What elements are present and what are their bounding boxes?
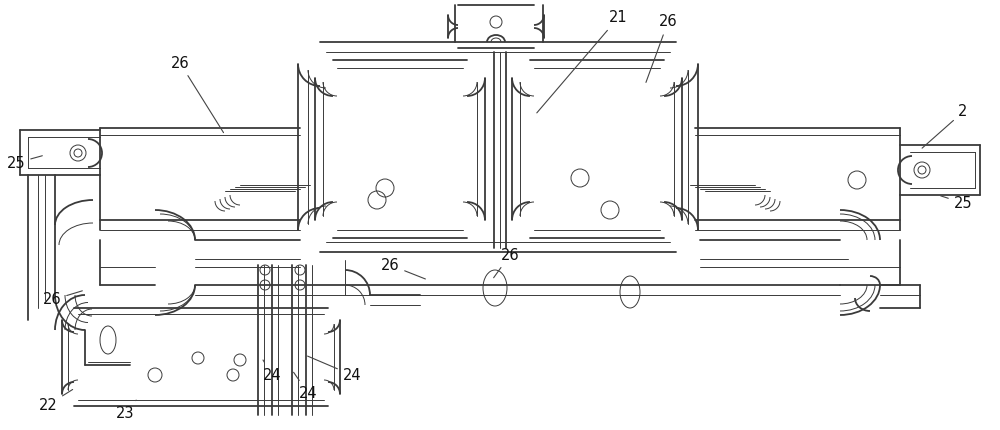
Text: 25: 25 xyxy=(7,156,42,171)
Text: 25: 25 xyxy=(941,196,972,211)
Text: 24: 24 xyxy=(263,360,281,383)
Text: 21: 21 xyxy=(537,10,627,113)
Text: 22: 22 xyxy=(39,390,73,412)
Text: 26: 26 xyxy=(381,258,425,279)
Text: 26: 26 xyxy=(43,291,82,307)
Text: 2: 2 xyxy=(922,104,968,148)
Text: 24: 24 xyxy=(308,356,361,383)
Text: 26: 26 xyxy=(646,15,677,83)
Text: 23: 23 xyxy=(116,400,136,421)
Text: 26: 26 xyxy=(494,248,519,278)
Text: 26: 26 xyxy=(171,55,224,132)
Text: 24: 24 xyxy=(294,372,317,400)
